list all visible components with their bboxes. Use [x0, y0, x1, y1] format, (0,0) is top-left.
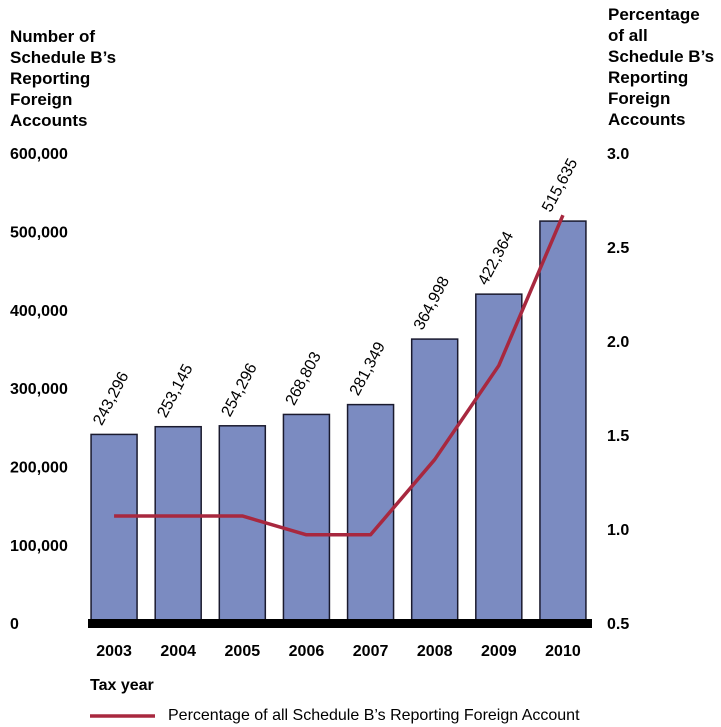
legend-label: Percentage of all Schedule B’s Reporting… — [168, 707, 580, 724]
y-tick-label: 0 — [10, 616, 19, 633]
bar — [475, 293, 523, 626]
line-series — [114, 214, 565, 537]
data-label: 268,803 — [283, 349, 325, 408]
data-label: 515,635 — [539, 156, 581, 215]
data-label: 253,145 — [154, 361, 196, 420]
y2-axis-title: Percentage of all Schedule B’s Reporting… — [608, 5, 715, 129]
x-tick-label: 2005 — [225, 643, 261, 660]
bar — [539, 220, 587, 626]
x-tick-label: 2010 — [545, 643, 581, 660]
y-tick-label: 400,000 — [10, 303, 68, 320]
y-axis-title: Number of Schedule B’s Reporting Foreign… — [10, 27, 117, 130]
data-label: 422,364 — [475, 229, 517, 288]
y-tick-label: 300,000 — [10, 381, 68, 398]
x-axis-title: Tax year — [90, 677, 154, 694]
y2-tick-label: 2.0 — [607, 334, 629, 351]
y-tick-label: 100,000 — [10, 538, 68, 555]
bar — [90, 433, 138, 626]
data-label: 243,296 — [90, 369, 132, 428]
x-tick-label: 2003 — [96, 643, 132, 660]
y2-tick-label: 1.0 — [607, 522, 629, 539]
y2-tick-label: 2.5 — [607, 240, 629, 257]
bar — [410, 338, 459, 626]
y2-tick-label: 1.5 — [607, 428, 629, 445]
y-tick-label: 600,000 — [10, 146, 68, 163]
x-tick-label: 2006 — [289, 643, 325, 660]
bar — [218, 425, 267, 626]
bar — [282, 413, 331, 626]
x-tick-label: 2008 — [417, 643, 453, 660]
x-tick-label: 2007 — [353, 643, 389, 660]
data-label: 281,349 — [347, 339, 389, 398]
y2-tick-label: 0.5 — [607, 616, 629, 633]
y2-tick-label: 3.0 — [607, 146, 629, 163]
data-label: 364,998 — [411, 274, 453, 333]
y-tick-label: 200,000 — [10, 460, 68, 477]
x-tick-label: 2009 — [481, 643, 517, 660]
x-tick-label: 2004 — [160, 643, 196, 660]
y-tick-label: 500,000 — [10, 225, 68, 242]
bar — [154, 425, 202, 626]
data-label: 254,296 — [219, 361, 261, 420]
x-axis — [88, 619, 592, 628]
